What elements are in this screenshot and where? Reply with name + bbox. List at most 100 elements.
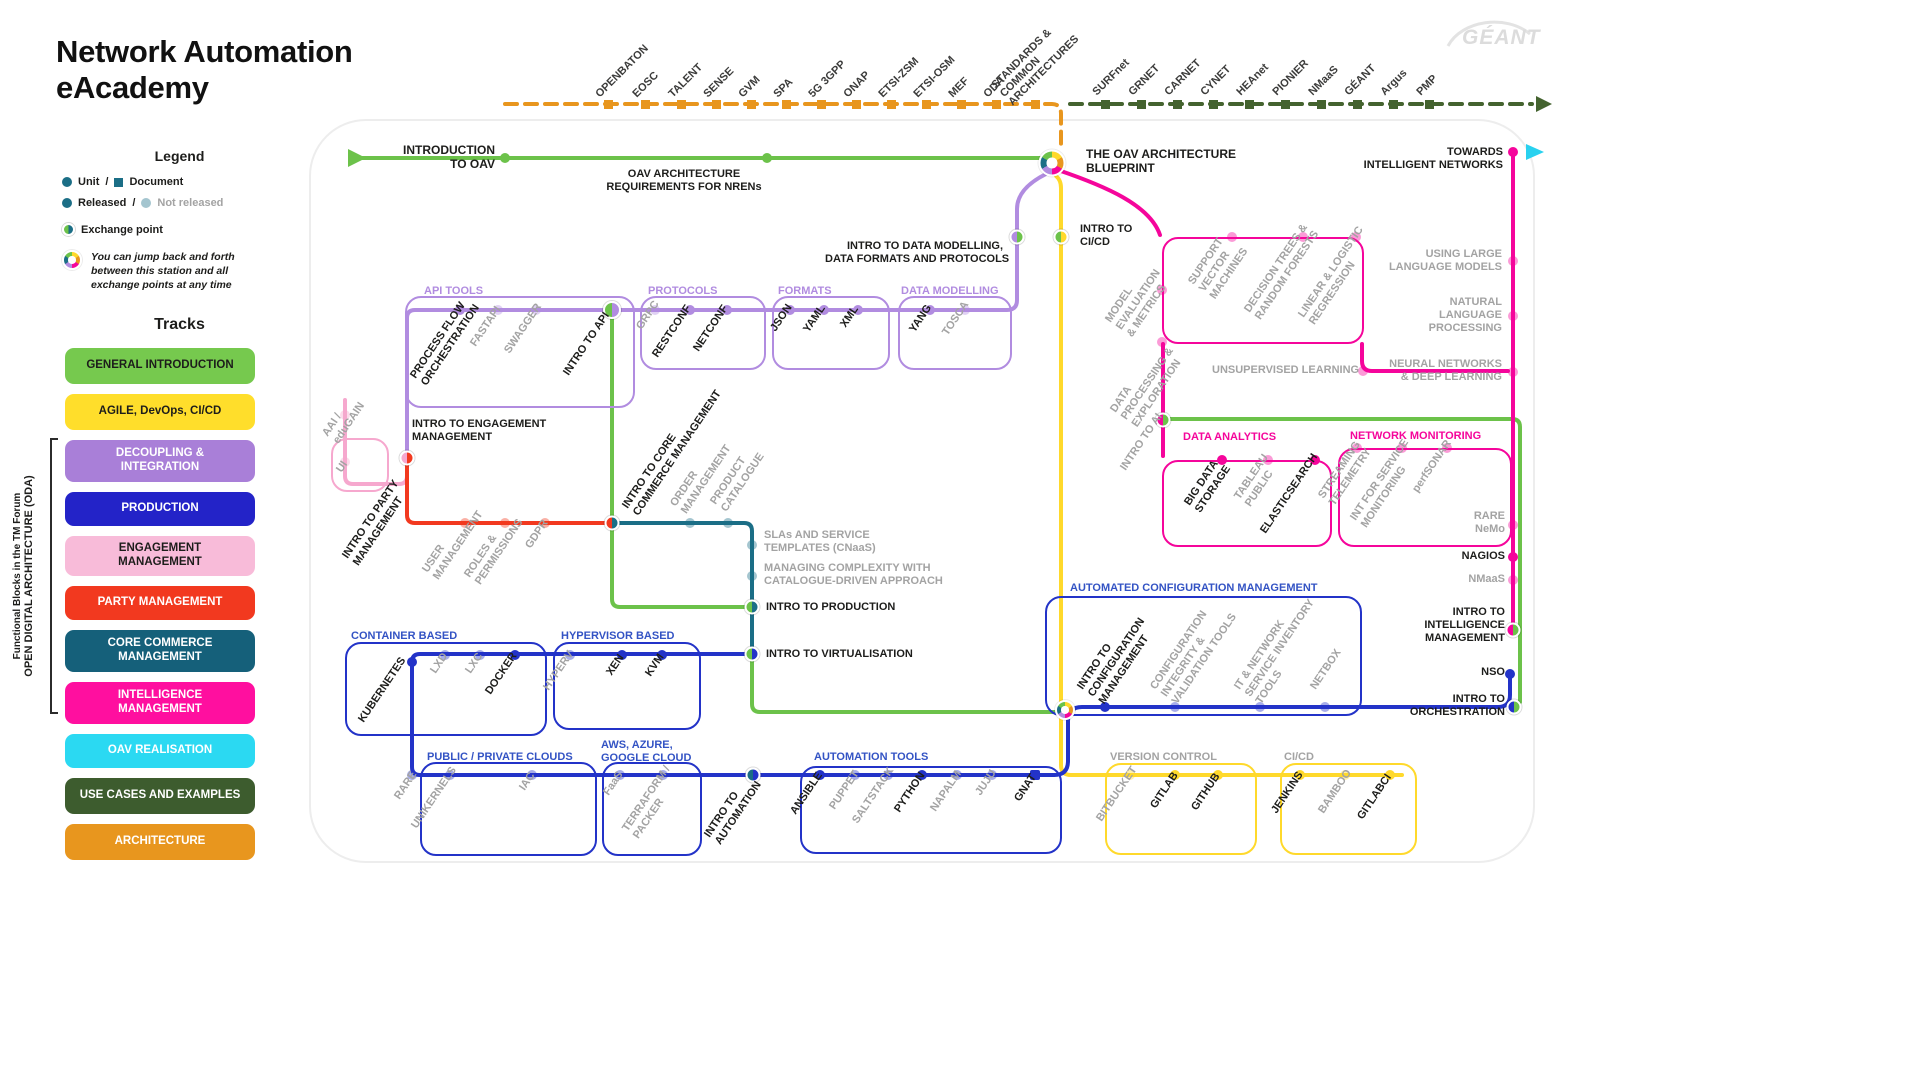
- exchange-point: [1506, 699, 1522, 715]
- map-label: FORMATS: [778, 285, 832, 297]
- track-chip: AGILE, DevOps, CI/CD: [65, 394, 255, 430]
- station-unit-marker: [493, 305, 503, 315]
- group-box: [553, 642, 701, 730]
- map-label: PUBLIC / PRIVATE CLOUDS: [427, 751, 573, 763]
- top-station-marker: [1030, 99, 1040, 109]
- station-unit-marker: [987, 770, 997, 780]
- top-station-marker: [991, 99, 1001, 109]
- group-box: [331, 438, 389, 492]
- station-unit-marker: [747, 540, 757, 550]
- map-label: INTRO TO ENGAGEMENT MANAGEMENT: [412, 418, 547, 443]
- station-unit-marker: [565, 650, 575, 660]
- top-station-marker: [1316, 99, 1326, 109]
- group-box: [602, 762, 702, 856]
- oda-label-line1: Functional Blocks in the TM Forum: [12, 492, 23, 660]
- station-unit-marker: [455, 305, 465, 315]
- station-unit-marker: [960, 305, 970, 315]
- group-box: [1162, 460, 1332, 547]
- map-label: AUTOMATION TOOLS: [814, 751, 929, 763]
- exchange-point: [1155, 412, 1171, 428]
- map-label: NSO: [1481, 666, 1505, 678]
- station-unit-marker: [917, 770, 927, 780]
- station-unit-marker: [1508, 256, 1518, 266]
- top-station-marker: [603, 99, 613, 109]
- group-box: [420, 762, 597, 856]
- top-station-marker: [711, 99, 721, 109]
- hub-exchange-icon: [1038, 149, 1066, 177]
- map-label: NMaaS: [1468, 573, 1505, 585]
- station-unit-marker: [685, 518, 695, 528]
- oda-label: Functional Blocks in the TM Forum OPEN D…: [12, 426, 42, 726]
- station-unit-marker: [340, 457, 350, 467]
- not-released-icon: [141, 198, 152, 208]
- station-unit-marker: [657, 650, 667, 660]
- top-station-marker: [1244, 99, 1254, 109]
- station-unit-marker: [819, 305, 829, 315]
- map-label: NETWORK MONITORING: [1350, 430, 1482, 442]
- group-box: [405, 296, 635, 408]
- map-label: PROTOCOLS: [648, 285, 718, 297]
- station-unit-marker: [617, 650, 627, 660]
- map-label: INTRO TO DATA MODELLING, DATA FORMATS AN…: [825, 240, 1010, 265]
- top-station-marker: [886, 99, 896, 109]
- station-unit-marker: [1295, 770, 1305, 780]
- track-chip: USE CASES AND EXAMPLES: [65, 778, 255, 814]
- map-label: INTRO TO CI/CD: [1080, 223, 1133, 248]
- legend-note-text: You can jump back and forth between this…: [91, 251, 235, 292]
- document-icon: [114, 177, 124, 187]
- cicd-line: [1054, 174, 1404, 777]
- legend-document-label: Document: [129, 176, 184, 188]
- map-label: TOWARDS INTELLIGENT NETWORKS: [1363, 146, 1503, 171]
- station-unit-marker: [1442, 443, 1452, 453]
- intelligence-line-hub: [1056, 168, 1162, 237]
- top-station-marker: [781, 99, 791, 109]
- station-unit-marker: [531, 305, 541, 315]
- map-label: INTRO TO PRODUCTION: [766, 601, 896, 613]
- station-unit-marker: [500, 518, 510, 528]
- jump-flower-icon: [62, 250, 82, 270]
- station-unit-marker: [440, 650, 450, 660]
- group-box: [800, 766, 1062, 854]
- legend-released-label: Released: [78, 197, 127, 209]
- station-unit-marker: [460, 518, 470, 528]
- station-unit-marker: [1508, 552, 1518, 562]
- station-unit-marker: [1508, 311, 1518, 321]
- group-box: [1105, 763, 1257, 855]
- station-unit-marker: [747, 571, 757, 581]
- station-unit-marker: [1352, 443, 1362, 453]
- station-unit-marker: [883, 770, 893, 780]
- station-unit-marker: [1340, 770, 1350, 780]
- hub-exchange-icon: [1055, 700, 1075, 720]
- track-chip: PRODUCTION: [65, 492, 255, 526]
- top-station-marker: [1100, 99, 1110, 109]
- legend-note: You can jump back and forth between this…: [62, 250, 297, 293]
- map-label: USING LARGE LANGUAGE MODELS: [1388, 248, 1502, 273]
- station-unit-marker: [650, 305, 660, 315]
- legend-heading: Legend: [154, 148, 205, 164]
- station-unit-marker: [1508, 147, 1518, 157]
- track-chip: ENGAGEMENT MANAGEMENT: [65, 536, 255, 576]
- legend-row-released: Released / Not released: [62, 197, 297, 209]
- station-unit-marker: [1508, 520, 1518, 530]
- group-box: [772, 296, 890, 370]
- intelligence-line-unsupervised: [1360, 342, 1510, 373]
- top-station-marker: [956, 99, 966, 109]
- exchange-point: [744, 599, 760, 615]
- station-unit-marker: [1170, 770, 1180, 780]
- map-label: HYPERVISOR BASED: [561, 630, 675, 642]
- track-chip: PARTY MANAGEMENT: [65, 586, 255, 620]
- station-unit-marker: [1263, 455, 1273, 465]
- station-unit-marker: [1170, 702, 1180, 712]
- map-label: CI/CD: [1284, 751, 1314, 763]
- map-label: UNSUPERVISED LEARNING: [1212, 364, 1360, 376]
- tracks-heading: Tracks: [154, 316, 205, 333]
- legend-separator: /: [105, 176, 109, 188]
- station-unit-marker: [1310, 455, 1320, 465]
- track-chip: INTELLIGENCE MANAGEMENT: [65, 682, 255, 724]
- map-outline: [309, 119, 1535, 863]
- map-label: INTRO TO ORCHESTRATION: [1409, 693, 1505, 718]
- legend-unit-label: Unit: [78, 176, 100, 188]
- map-label: AUTOMATED CONFIGURATION MANAGEMENT: [1070, 582, 1318, 594]
- map-label: CONTAINER BASED: [351, 630, 458, 642]
